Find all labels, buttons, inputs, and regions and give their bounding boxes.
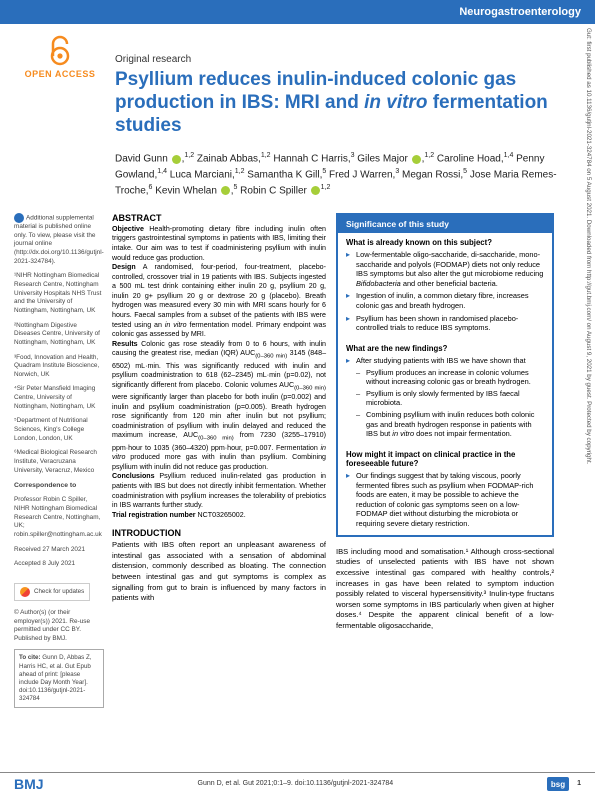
affiliation-item: ⁵Department of Nutritional Sciences, Kin… bbox=[14, 417, 104, 443]
affiliation-item: ²Nottingham Digestive Diseases Centre, U… bbox=[14, 322, 104, 348]
sig-q3-list: Our findings suggest that by taking visc… bbox=[346, 471, 544, 529]
check-updates-button[interactable]: Check for updates bbox=[14, 583, 90, 601]
introduction-body: Patients with IBS often report an unplea… bbox=[112, 540, 326, 604]
article-type: Original research bbox=[115, 54, 579, 65]
left-sidebar: Additional supplemental material is publ… bbox=[0, 213, 112, 708]
supplemental-note: Additional supplemental material is publ… bbox=[14, 213, 104, 267]
list-item: Psyllium produces an increase in colonic… bbox=[356, 368, 544, 387]
cite-body: Gunn D, Abbas Z, Harris HC, et al. Gut E… bbox=[19, 654, 91, 701]
open-access-icon bbox=[49, 34, 71, 66]
abstract-column: ABSTRACT Objective Health-promoting diet… bbox=[112, 213, 336, 708]
affiliations: ¹NIHR Nottingham Biomedical Research Cen… bbox=[14, 272, 104, 475]
page-number: 1 bbox=[577, 780, 581, 787]
page-footer: BMJ Gunn D, et al. Gut 2021;0:1–9. doi:1… bbox=[0, 772, 595, 794]
copyright-notice: © Author(s) (or their employer(s)) 2021.… bbox=[14, 609, 104, 644]
list-item: Ingestion of inulin, a common dietary fi… bbox=[346, 291, 544, 310]
abstract-body: Objective Health-promoting dietary fibre… bbox=[112, 225, 326, 520]
arrow-icon bbox=[14, 213, 24, 223]
affiliation-item: ⁶Medical Biological Research Institute, … bbox=[14, 449, 104, 475]
affiliation-item: ³Food, Innovation and Health, Quadram In… bbox=[14, 354, 104, 380]
right-body-text: IBS including mood and somatisation.¹ Al… bbox=[336, 547, 554, 632]
affiliation-item: ¹NIHR Nottingham Biomedical Research Cen… bbox=[14, 272, 104, 315]
introduction-heading: INTRODUCTION bbox=[112, 528, 326, 538]
sig-q2-list: After studying patients with IBS we have… bbox=[346, 356, 544, 439]
bsg-logo: bsg bbox=[547, 777, 569, 791]
right-column: Significance of this study What is alrea… bbox=[336, 213, 568, 708]
svg-text:bsg: bsg bbox=[551, 780, 565, 789]
affiliation-item: ⁴Sir Peter Mansfield Imaging Centre, Uni… bbox=[14, 385, 104, 411]
correspondence-heading: Correspondence to bbox=[14, 481, 104, 490]
list-item: Psyllium has been shown in randomised pl… bbox=[346, 314, 544, 333]
abstract-heading: ABSTRACT bbox=[112, 213, 326, 223]
sig-q3: How might it impact on clinical practice… bbox=[346, 450, 544, 468]
sig-q2-sublist: Psyllium produces an increase in colonic… bbox=[356, 368, 544, 439]
footer-citation: Gunn D, et al. Gut 2021;0:1–9. doi:10.11… bbox=[44, 780, 548, 787]
title-block: Original research Psyllium reduces inuli… bbox=[115, 24, 579, 199]
citation-box: To cite: Gunn D, Abbas Z, Harris HC, et … bbox=[14, 649, 104, 707]
crossmark-icon bbox=[20, 587, 30, 597]
sig-q1-list: Low-fermentable oligo-saccharide, di-sac… bbox=[346, 250, 544, 333]
received-date: Received 27 March 2021 bbox=[14, 546, 104, 555]
author-list: David Gunn ,1,2 Zainab Abbas,1,2 Hannah … bbox=[115, 151, 579, 198]
correspondence-body: Professor Robin C Spiller, NIHR Nottingh… bbox=[14, 496, 104, 539]
publisher-logo: BMJ bbox=[14, 776, 44, 792]
cite-heading: To cite: bbox=[19, 654, 41, 661]
check-updates-label: Check for updates bbox=[34, 588, 84, 596]
list-item: Psyllium is only slowly fermented by IBS… bbox=[356, 389, 544, 408]
list-item: Low-fermentable oligo-saccharide, di-sac… bbox=[346, 250, 544, 289]
main-columns: Additional supplemental material is publ… bbox=[0, 213, 595, 708]
list-item: Our findings suggest that by taking visc… bbox=[346, 471, 544, 529]
accepted-date: Accepted 8 July 2021 bbox=[14, 560, 104, 569]
significance-title: Significance of this study bbox=[338, 215, 552, 233]
significance-box: Significance of this study What is alrea… bbox=[336, 213, 554, 537]
sig-q2: What are the new findings? bbox=[346, 344, 544, 353]
section-label: Neurogastroenterology bbox=[459, 6, 581, 18]
open-access-label: OPEN ACCESS bbox=[18, 69, 102, 79]
open-access-badge: OPEN ACCESS bbox=[18, 34, 102, 79]
sig-q1: What is already known on this subject? bbox=[346, 238, 544, 247]
article-title: Psyllium reduces inulin-induced colonic … bbox=[115, 69, 579, 137]
journal-section-header: Neurogastroenterology bbox=[0, 0, 595, 24]
list-item: Combining psyllium with inulin reduces b… bbox=[356, 410, 544, 439]
vertical-download-note: Gut: first published as 10.1136/gutjnl-2… bbox=[581, 28, 592, 768]
sig-q2-intro: After studying patients with IBS we have… bbox=[346, 356, 544, 439]
